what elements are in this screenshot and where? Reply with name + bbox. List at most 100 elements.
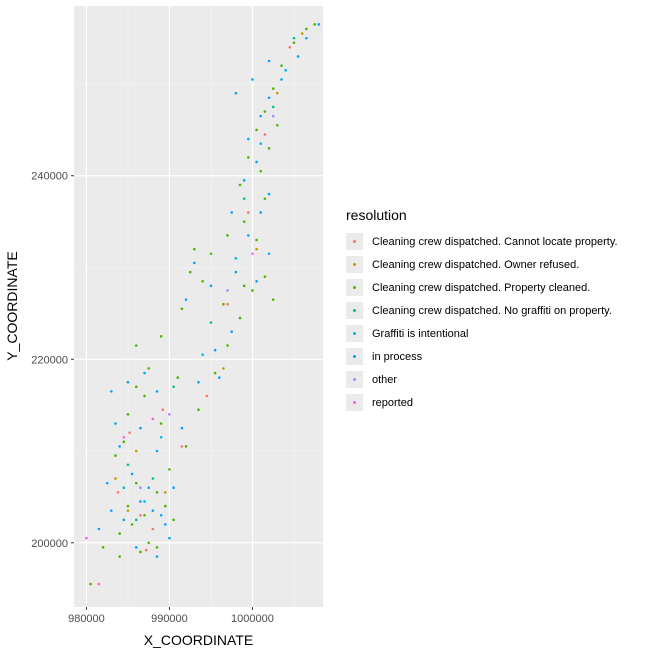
data-point xyxy=(159,422,163,425)
data-point xyxy=(305,27,308,31)
data-point xyxy=(110,509,113,512)
legend-item: Cleaning crew dispatched. Owner refused. xyxy=(346,253,618,276)
data-point xyxy=(130,472,134,476)
data-point xyxy=(180,307,184,311)
data-point xyxy=(247,234,250,237)
data-point xyxy=(143,394,146,398)
data-point xyxy=(114,454,117,457)
legend-item: Cleaning crew dispatched. No graffiti on… xyxy=(346,299,618,322)
data-point xyxy=(139,513,142,517)
data-point xyxy=(267,252,271,256)
legend-label: other xyxy=(372,373,398,386)
data-point xyxy=(126,413,130,416)
data-point xyxy=(155,546,159,549)
data-point xyxy=(143,371,146,375)
data-point xyxy=(188,270,192,274)
data-point xyxy=(168,468,171,471)
legend-item: Cleaning crew dispatched. Cannot locate … xyxy=(346,230,618,253)
data-point xyxy=(255,160,258,164)
legend-swatch xyxy=(353,355,356,358)
data-point xyxy=(259,142,263,145)
data-point xyxy=(126,509,130,512)
data-points xyxy=(85,23,321,586)
data-point xyxy=(147,367,150,370)
data-point xyxy=(143,513,146,517)
legend-swatch xyxy=(353,240,356,243)
data-point xyxy=(313,23,317,26)
data-point xyxy=(172,486,175,490)
x-tick-label: 980000 xyxy=(68,613,105,625)
data-point xyxy=(259,114,263,118)
data-point xyxy=(130,523,134,526)
data-point xyxy=(155,390,159,393)
data-point xyxy=(217,376,221,379)
data-point xyxy=(259,169,263,173)
data-point xyxy=(226,289,229,292)
data-point xyxy=(134,344,138,347)
legend-label: Cleaning crew dispatched. Property clean… xyxy=(372,281,591,294)
legend-label: Graffiti is intentional xyxy=(372,327,469,340)
legend-key xyxy=(346,256,363,273)
data-point xyxy=(201,279,204,283)
x-tick-label: 990000 xyxy=(151,613,188,625)
data-point xyxy=(255,279,258,283)
data-point xyxy=(255,128,258,132)
data-point xyxy=(255,238,258,242)
data-point xyxy=(213,348,217,352)
data-point xyxy=(296,55,300,58)
data-point xyxy=(263,275,267,278)
data-point xyxy=(114,477,117,480)
data-point xyxy=(305,36,308,40)
data-point xyxy=(122,440,126,444)
data-point xyxy=(205,394,209,398)
legend-key xyxy=(346,325,363,342)
data-point xyxy=(139,500,142,503)
data-point xyxy=(251,252,254,256)
data-point xyxy=(222,367,225,370)
data-point xyxy=(242,179,246,182)
data-point xyxy=(155,491,159,494)
data-point xyxy=(168,536,171,540)
legend-label: in process xyxy=(372,350,423,363)
data-point xyxy=(110,390,113,393)
data-point xyxy=(209,284,213,288)
data-point xyxy=(168,413,171,416)
data-point xyxy=(230,211,233,214)
data-point xyxy=(255,247,258,251)
data-point xyxy=(126,504,130,508)
data-point xyxy=(259,211,263,214)
legend-key xyxy=(346,279,363,296)
data-point xyxy=(242,284,246,288)
data-point xyxy=(114,422,117,425)
data-point xyxy=(172,518,175,522)
data-point xyxy=(180,426,184,430)
data-point xyxy=(238,183,242,187)
data-point xyxy=(128,431,131,434)
legend-key xyxy=(346,302,363,319)
data-point xyxy=(271,87,275,90)
y-axis-title: Y_COORDINATE xyxy=(4,251,20,360)
data-point xyxy=(193,247,196,251)
data-point xyxy=(159,335,163,338)
data-point xyxy=(164,504,167,508)
data-point xyxy=(230,330,233,334)
data-point xyxy=(197,408,200,412)
data-point xyxy=(280,78,283,81)
data-point xyxy=(161,408,165,412)
data-point xyxy=(317,23,321,26)
data-point xyxy=(234,91,238,95)
data-point xyxy=(151,477,155,480)
data-point xyxy=(213,371,217,375)
data-point xyxy=(97,527,101,531)
data-point xyxy=(247,156,250,159)
data-point xyxy=(134,449,138,453)
y-tick-label: 220000 xyxy=(31,354,68,366)
data-point xyxy=(288,45,292,49)
data-point xyxy=(247,137,250,141)
data-point xyxy=(267,59,271,63)
data-point xyxy=(247,211,250,214)
data-point xyxy=(300,32,304,35)
data-point xyxy=(267,96,271,100)
legend: resolution Cleaning crew dispatched. Can… xyxy=(346,206,618,414)
